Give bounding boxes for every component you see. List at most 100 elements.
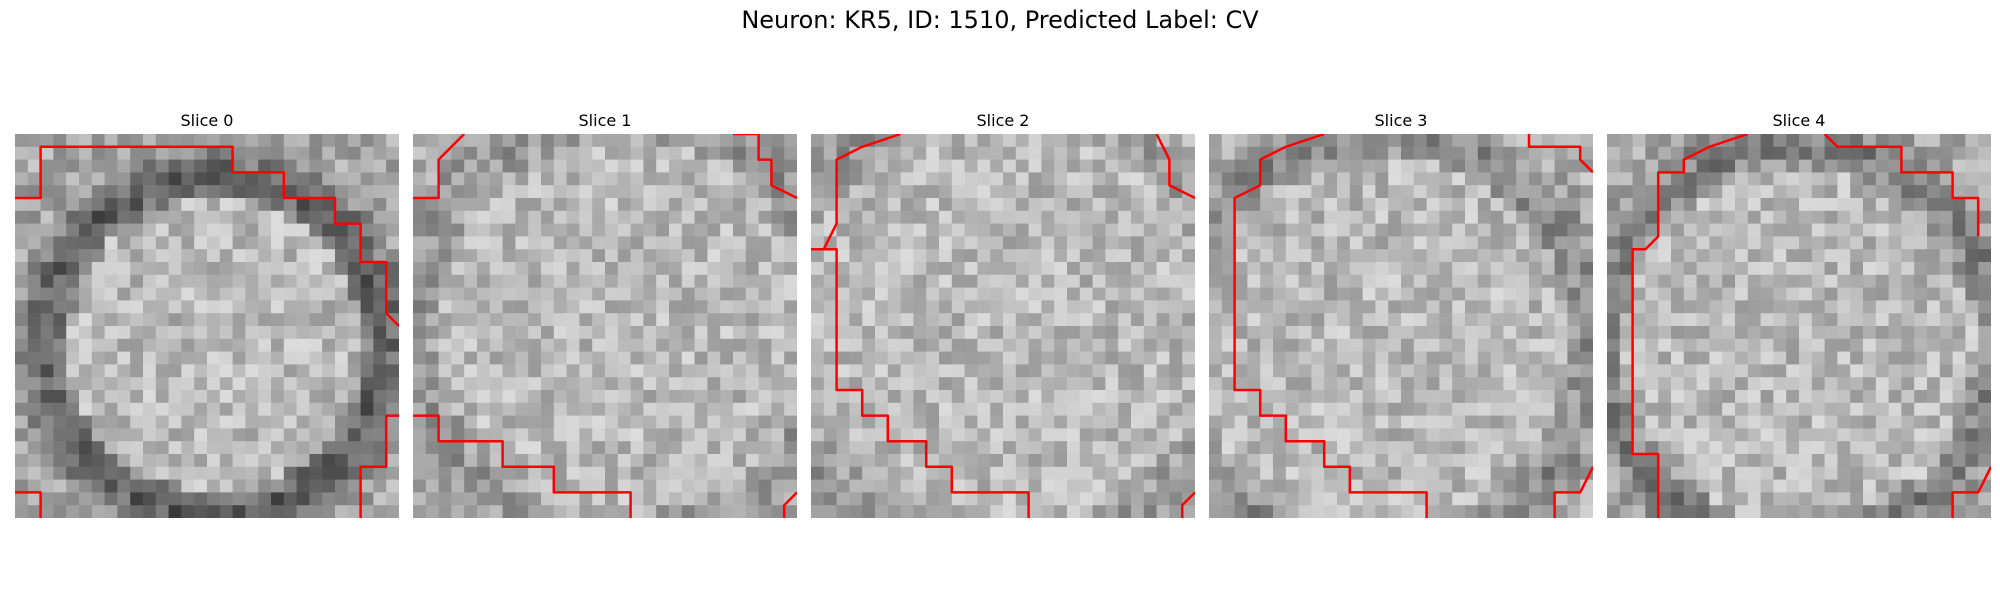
pixel-cell — [720, 198, 733, 211]
pixel-cell — [1529, 505, 1542, 518]
pixel-cell — [297, 313, 310, 326]
pixel-cell — [720, 364, 733, 377]
pixel-cell — [1286, 505, 1299, 518]
pixel-cell — [1850, 403, 1863, 416]
pixel-cell — [631, 288, 644, 301]
pixel-cell — [1684, 467, 1697, 480]
pixel-cell — [682, 185, 695, 198]
pixel-cell — [1439, 224, 1452, 237]
pixel-cell — [258, 236, 271, 249]
pixel-cell — [1016, 467, 1029, 480]
pixel-cell — [1876, 198, 1889, 211]
pixel-cell — [1850, 441, 1863, 454]
pixel-cell — [1067, 134, 1080, 147]
pixel-cell — [322, 339, 335, 352]
pixel-cell — [1439, 339, 1452, 352]
pixel-cell — [28, 416, 41, 429]
pixel-cell — [605, 236, 618, 249]
pixel-cell — [194, 416, 207, 429]
pixel-cell — [181, 492, 194, 505]
pixel-cell — [117, 185, 130, 198]
pixel-cell — [1542, 313, 1555, 326]
pixel-cell — [1324, 134, 1337, 147]
pixel-cell — [1273, 377, 1286, 390]
pixel-cell — [361, 428, 374, 441]
pixel-cell — [1927, 454, 1940, 467]
pixel-cell — [862, 300, 875, 313]
pixel-cell — [824, 262, 837, 275]
pixel-cell — [746, 326, 759, 339]
pixel-cell — [413, 441, 426, 454]
pixel-cell — [733, 454, 746, 467]
pixel-cell — [1876, 262, 1889, 275]
pixel-cell — [1889, 454, 1902, 467]
pixel-cell — [1311, 339, 1324, 352]
pixel-cell — [1144, 492, 1157, 505]
pixel-cell — [335, 480, 348, 493]
pixel-cell — [1067, 339, 1080, 352]
pixel-cell — [28, 313, 41, 326]
pixel-cell — [669, 352, 682, 365]
pixel-cell — [1247, 300, 1260, 313]
pixel-cell — [15, 300, 28, 313]
pixel-cell — [1658, 185, 1671, 198]
pixel-cell — [682, 480, 695, 493]
pixel-cell — [1529, 300, 1542, 313]
pixel-cell — [1144, 339, 1157, 352]
pixel-cell — [567, 454, 580, 467]
pixel-cell — [592, 185, 605, 198]
pixel-cell — [1337, 211, 1350, 224]
pixel-cell — [1093, 480, 1106, 493]
pixel-cell — [1567, 185, 1580, 198]
pixel-cell — [373, 211, 386, 224]
pixel-cell — [53, 172, 66, 185]
pixel-cell — [1722, 480, 1735, 493]
pixel-cell — [1773, 313, 1786, 326]
pixel-cell — [1735, 236, 1748, 249]
pixel-cell — [1542, 454, 1555, 467]
pixel-cell — [1273, 313, 1286, 326]
pixel-cell — [426, 160, 439, 173]
pixel-cell — [1452, 185, 1465, 198]
pixel-cell — [631, 224, 644, 237]
pixel-cell — [1016, 403, 1029, 416]
pixel-cell — [169, 454, 182, 467]
pixel-cell — [888, 428, 901, 441]
pixel-cell — [477, 275, 490, 288]
pixel-cell — [439, 480, 452, 493]
pixel-cell — [1542, 326, 1555, 339]
pixel-cell — [1054, 160, 1067, 173]
pixel-cell — [1093, 275, 1106, 288]
pixel-cell — [1927, 224, 1940, 237]
pixel-cell — [554, 288, 567, 301]
pixel-cell — [373, 249, 386, 262]
pixel-cell — [656, 467, 669, 480]
pixel-cell — [1529, 492, 1542, 505]
pixel-cell — [579, 224, 592, 237]
pixel-cell — [1491, 288, 1504, 301]
pixel-cell — [1401, 288, 1414, 301]
pixel-cell — [1620, 352, 1633, 365]
pixel-cell — [695, 390, 708, 403]
pixel-cell — [643, 480, 656, 493]
pixel-cell — [837, 236, 850, 249]
pixel-cell — [258, 262, 271, 275]
pixel-cell — [79, 326, 92, 339]
pixel-cell — [1761, 185, 1774, 198]
pixel-cell — [1567, 236, 1580, 249]
pixel-cell — [759, 352, 772, 365]
pixel-cell — [824, 275, 837, 288]
pixel-cell — [618, 428, 631, 441]
pixel-cell — [862, 275, 875, 288]
pixel-cell — [1965, 480, 1978, 493]
pixel-cell — [579, 172, 592, 185]
pixel-cell — [849, 467, 862, 480]
pixel-cell — [258, 275, 271, 288]
pixel-cell — [888, 467, 901, 480]
pixel-cell — [977, 454, 990, 467]
pixel-cell — [309, 249, 322, 262]
pixel-cell — [656, 249, 669, 262]
pixel-cell — [207, 480, 220, 493]
pixel-cell — [1222, 275, 1235, 288]
pixel-cell — [1567, 390, 1580, 403]
